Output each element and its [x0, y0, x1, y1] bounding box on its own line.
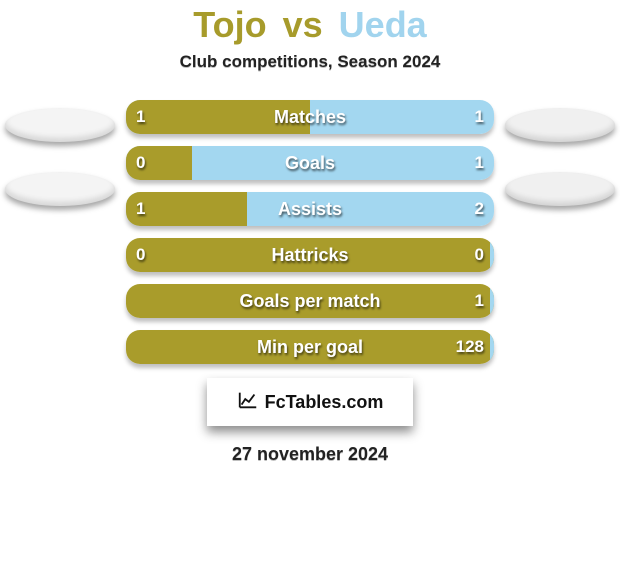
logo-text: FcTables.com [265, 392, 384, 413]
player1-ellipse-2 [5, 172, 115, 206]
stat-value-right: 0 [475, 238, 484, 272]
site-logo: FcTables.com [207, 378, 413, 426]
stat-row-goals: 0Goals1 [126, 146, 494, 180]
right-portrait-column [500, 100, 620, 206]
stat-label: Assists [126, 192, 494, 226]
stat-label: Matches [126, 100, 494, 134]
player1-name: Tojo [193, 4, 266, 45]
stat-value-right: 1 [475, 146, 484, 180]
stat-row-min-per-goal: Min per goal128 [126, 330, 494, 364]
vs-text: vs [283, 4, 323, 45]
stat-value-right: 2 [475, 192, 484, 226]
comparison-chart: 1Matches10Goals11Assists20Hattricks0Goal… [0, 100, 620, 364]
player1-ellipse-1 [5, 108, 115, 142]
stat-value-right: 1 [475, 100, 484, 134]
left-portrait-column [0, 100, 120, 206]
stat-row-assists: 1Assists2 [126, 192, 494, 226]
player2-ellipse-1 [505, 108, 615, 142]
stat-label: Hattricks [126, 238, 494, 272]
chart-icon [237, 389, 259, 416]
player2-ellipse-2 [505, 172, 615, 206]
player2-name: Ueda [339, 4, 427, 45]
subtitle: Club competitions, Season 2024 [180, 52, 441, 72]
stat-label: Goals per match [126, 284, 494, 318]
stat-row-goals-per-match: Goals per match1 [126, 284, 494, 318]
stat-label: Goals [126, 146, 494, 180]
stat-row-matches: 1Matches1 [126, 100, 494, 134]
stat-rows: 1Matches10Goals11Assists20Hattricks0Goal… [120, 100, 500, 364]
footer-date: 27 november 2024 [232, 444, 388, 465]
stat-value-right: 128 [456, 330, 484, 364]
comparison-title: Tojo vs Ueda [193, 4, 426, 46]
stat-label: Min per goal [126, 330, 494, 364]
stat-value-right: 1 [475, 284, 484, 318]
stat-row-hattricks: 0Hattricks0 [126, 238, 494, 272]
